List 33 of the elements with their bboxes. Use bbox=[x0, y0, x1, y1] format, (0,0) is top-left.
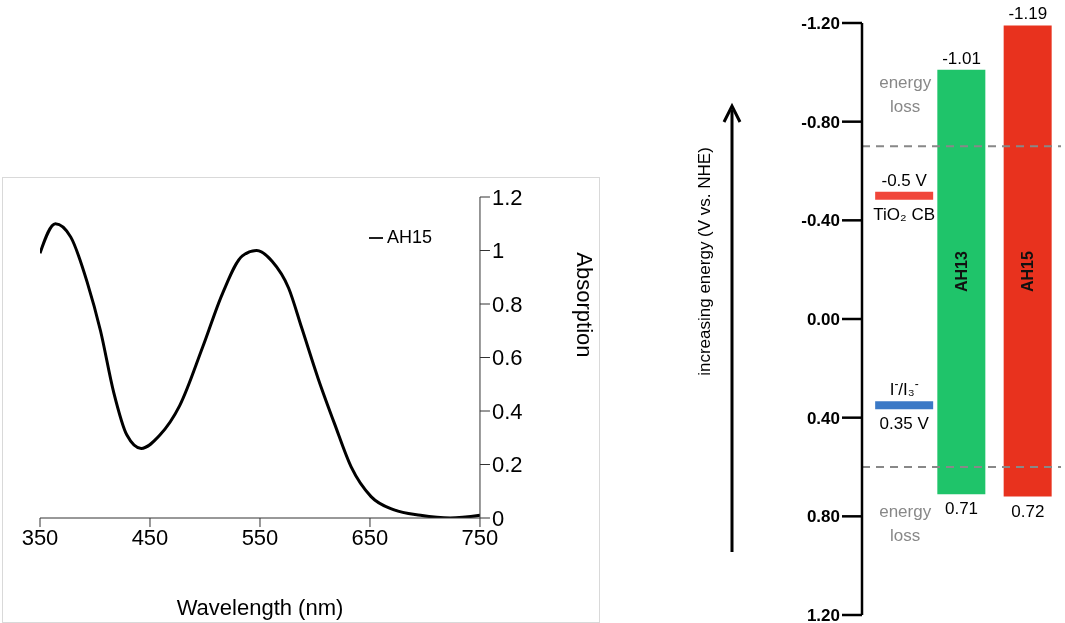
annotation: TiO₂ CB bbox=[873, 204, 936, 224]
y-tick-label: -0.80 bbox=[801, 112, 840, 132]
y-axis-title: increasing energy (V vs. NHE) bbox=[694, 147, 714, 376]
x-tick-label: 450 bbox=[131, 524, 169, 550]
y-tick-label: 1.20 bbox=[806, 606, 840, 623]
x-tick-label: 550 bbox=[241, 524, 279, 550]
annotation: energy loss bbox=[879, 502, 932, 545]
y-tick-label: 0 bbox=[491, 505, 505, 531]
y-tick-label: 0.2 bbox=[491, 452, 523, 478]
ref-line-label: 0.35 V bbox=[879, 414, 930, 434]
y-tick-label: 1.2 bbox=[491, 184, 523, 210]
y-tick-label: -1.20 bbox=[801, 14, 840, 34]
annotation: I$^{-}$/I₃$^{-}$ bbox=[889, 377, 919, 400]
y-tick-label: 0.6 bbox=[491, 345, 523, 371]
x-tick-label: AH13 bbox=[952, 251, 970, 293]
annotation: 0.71 bbox=[944, 499, 979, 519]
ref-line-label: -0.5 V bbox=[881, 170, 928, 190]
annotation: 0.72 bbox=[1011, 501, 1045, 521]
y-tick-label: 0.8 bbox=[491, 291, 523, 317]
y-tick-label: 0.40 bbox=[806, 408, 840, 428]
x-tick-label: 650 bbox=[351, 524, 389, 550]
y-tick-label: 0.00 bbox=[806, 310, 840, 330]
y-tick-label: 0.4 bbox=[491, 398, 523, 424]
y-axis-title: Absorption bbox=[572, 252, 598, 358]
y-tick-label: -0.40 bbox=[801, 211, 840, 231]
legend-label: AH15 bbox=[386, 227, 432, 247]
annotation: -1.01 bbox=[942, 48, 981, 68]
y-tick-label: 0.80 bbox=[806, 507, 840, 527]
x-axis-title: Wavelength (nm) bbox=[176, 595, 344, 620]
annotation: energy loss bbox=[879, 73, 932, 117]
x-tick-label: 350 bbox=[21, 524, 59, 550]
y-tick-label: 1 bbox=[491, 238, 505, 264]
annotation: -1.19 bbox=[1008, 4, 1048, 24]
